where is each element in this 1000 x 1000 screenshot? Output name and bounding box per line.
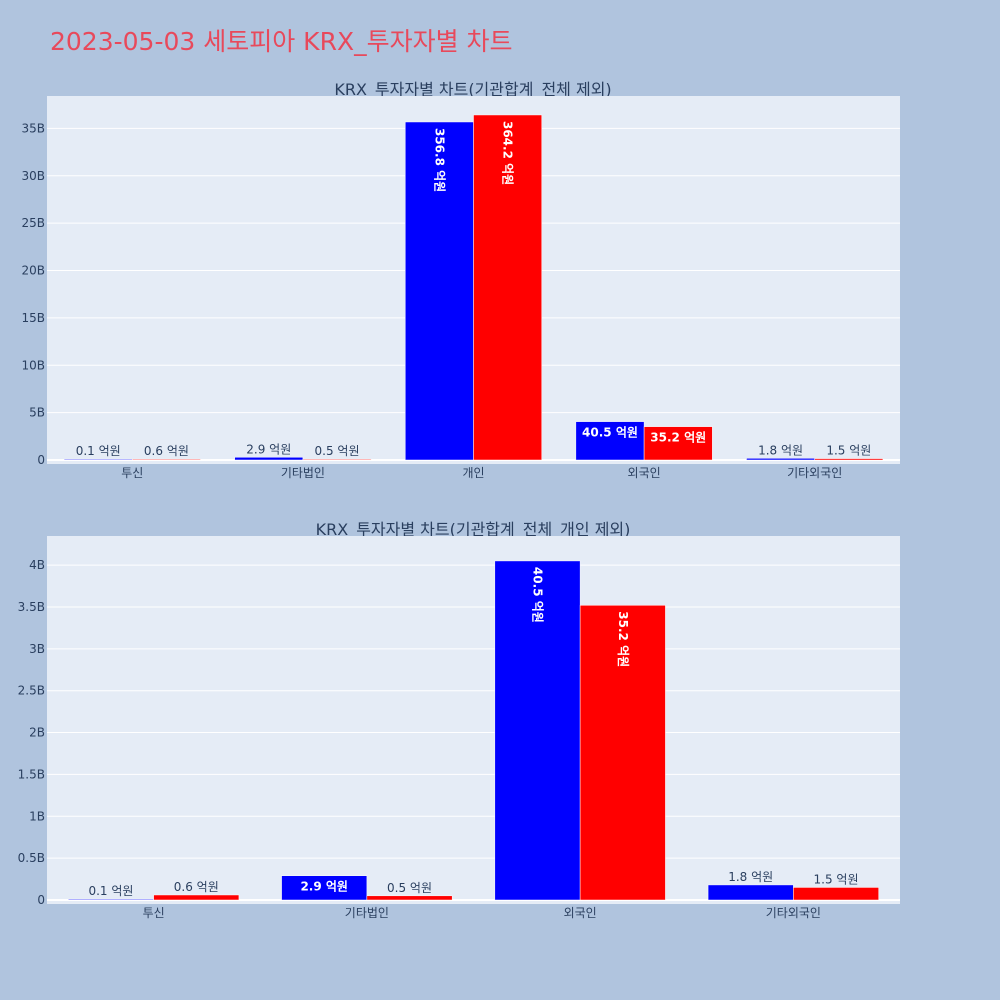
chart-1-title: KRX_투자자별 차트(기관합계_전체 제외) [334,80,611,100]
y-tick-label: 1.5B [18,767,45,781]
data-label: 0.6 억원 [174,880,219,894]
bar [814,458,884,461]
y-tick-label: 0.5B [18,851,45,865]
data-label: 0.1 억원 [76,444,121,458]
x-tick-label: 투신 [143,906,165,920]
bar [153,894,240,901]
data-label: 364.2 억원 [501,121,515,185]
data-label: 40.5 억원 [582,426,638,440]
bar [234,457,304,461]
data-label: 1.5 억원 [814,872,859,886]
y-tick-label: 0 [37,453,45,467]
bar [494,560,581,901]
bar [707,884,794,901]
y-tick-label: 1B [29,809,45,823]
bar [63,458,133,461]
data-label: 0.6 억원 [144,444,189,458]
y-tick-label: 2B [29,726,45,740]
y-tick-label: 10B [21,358,45,372]
bar [281,875,368,901]
x-tick-label: 외국인 [628,466,661,480]
bar [366,895,453,901]
y-tick-label: 4B [29,558,45,572]
y-tick-label: 0 [37,893,45,907]
y-tick-label: 3B [29,642,45,656]
data-label: 40.5 억원 [530,567,544,623]
bar [68,898,154,901]
x-tick-label: 투신 [121,466,143,480]
data-label: 356.8 억원 [432,128,446,192]
bar [575,421,645,461]
y-tick-label: 30B [21,169,45,183]
data-label: 1.8 억원 [728,870,773,884]
data-label: 2.9 억원 [246,442,291,456]
chart-2-title: KRX_투자자별 차트(기관합계_전체_개인 제외) [316,520,631,540]
x-tick-label: 기타외국인 [766,906,821,920]
x-tick-label: 기타법인 [345,906,389,920]
data-label: 35.2 억원 [616,611,630,667]
x-tick-label: 개인 [462,466,484,480]
bar [473,114,542,461]
data-label: 1.8 억원 [758,443,803,457]
bar [793,887,879,901]
data-label: 1.5 억원 [826,444,871,458]
y-tick-label: 3.5B [18,600,45,614]
data-label: 35.2 억원 [650,431,706,445]
y-tick-label: 2.5B [18,684,45,698]
bar [746,458,815,461]
data-label: 0.1 억원 [88,884,133,898]
y-tick-label: 15B [21,311,45,325]
y-tick-label: 25B [21,216,45,230]
y-tick-label: 35B [21,121,45,135]
plot-background [47,536,900,904]
data-label: 2.9 억원 [300,880,348,894]
x-tick-label: 외국인 [564,906,597,920]
bar [405,121,474,461]
y-tick-label: 20B [21,264,45,278]
y-tick-label: 5B [29,406,45,420]
x-tick-label: 기타법인 [281,466,325,480]
bar [579,605,666,901]
page-title: 2023-05-03 세토피아 KRX_투자자별 차트 [50,27,513,56]
data-label: 0.5 억원 [315,444,360,458]
bar [302,458,372,461]
x-tick-label: 기타외국인 [787,466,842,480]
bar [132,458,201,461]
chart-2-plot: 0 0.5B 1B 1.5B 2B 2.5B 3B 3.5B 4B 투신 0.1 억원 0.6 억원기… [18,536,900,920]
data-label: 0.5 억원 [387,881,432,895]
bar [643,426,713,461]
